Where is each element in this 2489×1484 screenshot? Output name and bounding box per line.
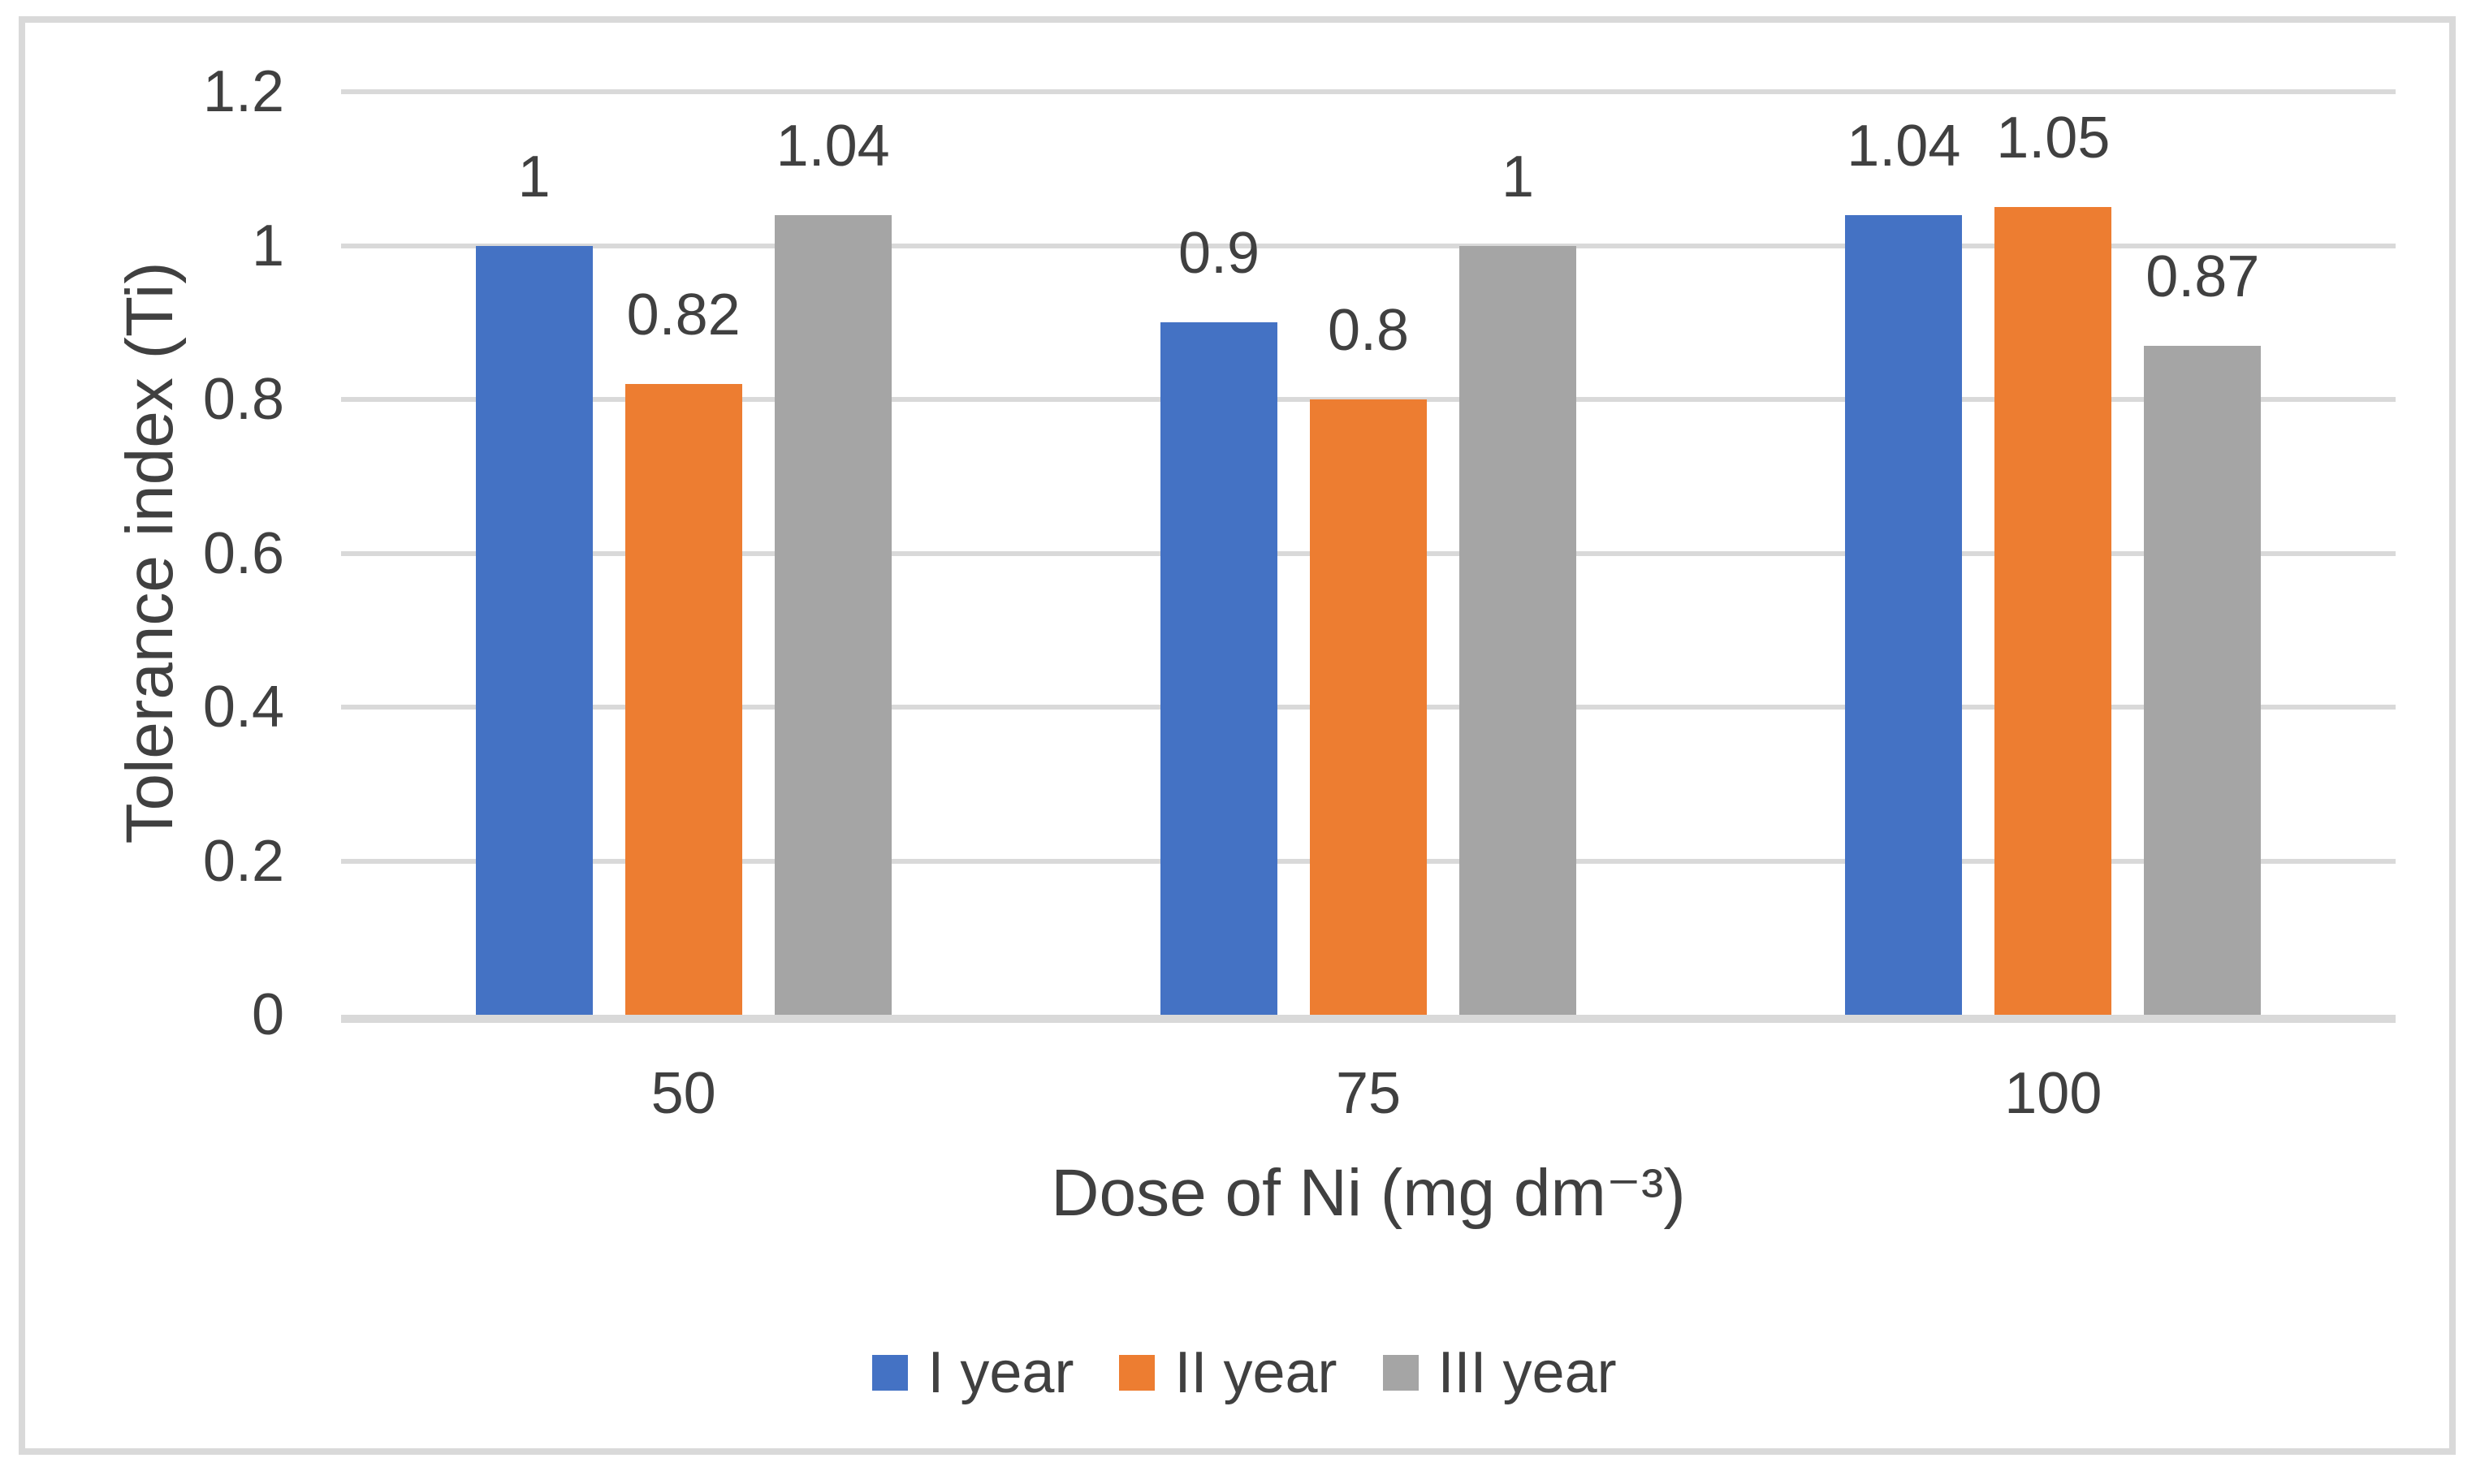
- data-label-II-year-75: 0.8: [1327, 298, 1410, 363]
- data-label-III-year-75: 1: [1501, 144, 1535, 209]
- y-tick-label-0.2: 0.2: [202, 828, 284, 894]
- bar-III-year-50: [774, 214, 892, 1015]
- y-tick-label-1.2: 1.2: [202, 59, 284, 124]
- gridline-y-1: [341, 243, 2396, 248]
- legend-label: I year: [927, 1340, 1074, 1405]
- y-tick-label-1: 1: [251, 213, 284, 278]
- bar-II-year-100: [1994, 207, 2112, 1015]
- data-label-I-year-75: 0.9: [1178, 221, 1260, 287]
- legend-item-II-year: II year: [1119, 1339, 1337, 1406]
- legend-swatch-icon: [1382, 1355, 1419, 1391]
- legend: I year II year III year: [0, 1336, 2489, 1409]
- bar-I-year-100: [1845, 214, 1963, 1015]
- x-category-label-75: 75: [1335, 1061, 1402, 1126]
- bar-II-year-50: [624, 384, 742, 1015]
- bar-III-year-75: [1459, 245, 1576, 1015]
- legend-item-III-year: III year: [1382, 1339, 1617, 1406]
- data-label-II-year-50: 0.82: [626, 283, 741, 348]
- x-axis-title: Dose of Ni (mg dm⁻³): [1051, 1156, 1686, 1230]
- data-label-I-year-50: 1: [517, 144, 551, 209]
- y-tick-label-0.4: 0.4: [202, 675, 284, 740]
- gridline-y-1.2: [341, 89, 2396, 94]
- legend-swatch-icon: [872, 1355, 909, 1391]
- bar-II-year-75: [1310, 399, 1427, 1015]
- legend-item-I-year: I year: [872, 1339, 1074, 1406]
- chart-border-frame: [19, 16, 2456, 1455]
- legend-label: II year: [1174, 1340, 1337, 1405]
- x-category-label-100: 100: [2004, 1061, 2102, 1126]
- y-tick-label-0.8: 0.8: [202, 367, 284, 432]
- y-tick-label-0: 0: [251, 982, 284, 1047]
- data-label-III-year-100: 0.87: [2145, 244, 2260, 309]
- x-axis-line: [341, 1015, 2396, 1023]
- x-category-label-50: 50: [650, 1061, 716, 1126]
- bar-I-year-75: [1160, 322, 1277, 1015]
- legend-label: III year: [1437, 1340, 1617, 1405]
- legend-swatch-icon: [1119, 1355, 1156, 1391]
- data-label-II-year-100: 1.05: [1996, 106, 2111, 171]
- data-label-III-year-50: 1.04: [776, 113, 890, 179]
- bar-III-year-100: [2144, 345, 2262, 1015]
- y-tick-label-0.6: 0.6: [202, 520, 284, 586]
- bar-I-year-50: [475, 245, 593, 1015]
- data-label-I-year-100: 1.04: [1847, 113, 1961, 179]
